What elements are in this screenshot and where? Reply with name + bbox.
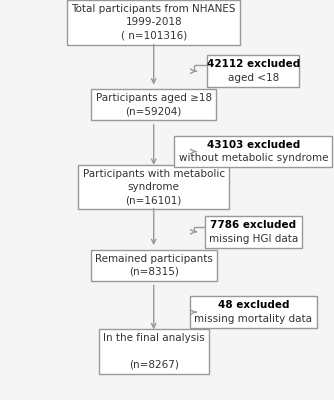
Text: 48 excluded: 48 excluded (218, 300, 289, 310)
Text: In the final analysis

(n=8267): In the final analysis (n=8267) (103, 333, 204, 370)
Text: 7786 excluded: 7786 excluded (210, 220, 297, 230)
Text: 48 excluded
missing mortality data: 48 excluded missing mortality data (194, 300, 312, 324)
Text: 42112 excluded: 42112 excluded (207, 59, 300, 69)
Text: Participants with metabolic
syndrome
(n=16101): Participants with metabolic syndrome (n=… (82, 169, 225, 205)
Text: 42112 excluded
aged <18: 42112 excluded aged <18 (211, 60, 295, 83)
Text: missing HGI data: missing HGI data (209, 234, 298, 244)
Text: Remained participants
(n=8315): Remained participants (n=8315) (95, 254, 213, 277)
Text: Total participants from NHANES
1999-2018
( n=101316): Total participants from NHANES 1999-2018… (71, 4, 236, 41)
Text: missing mortality data: missing mortality data (194, 314, 312, 324)
Text: 43103 excluded
without metabolic syndrome: 43103 excluded without metabolic syndrom… (179, 140, 328, 163)
Text: aged <18: aged <18 (228, 73, 279, 83)
Text: 43103 excluded: 43103 excluded (207, 140, 300, 150)
Text: Participants aged ≥18
(n=59204): Participants aged ≥18 (n=59204) (96, 93, 212, 116)
Text: without metabolic syndrome: without metabolic syndrome (179, 154, 328, 164)
Text: 7786 excluded
missing HGI data: 7786 excluded missing HGI data (209, 220, 298, 244)
